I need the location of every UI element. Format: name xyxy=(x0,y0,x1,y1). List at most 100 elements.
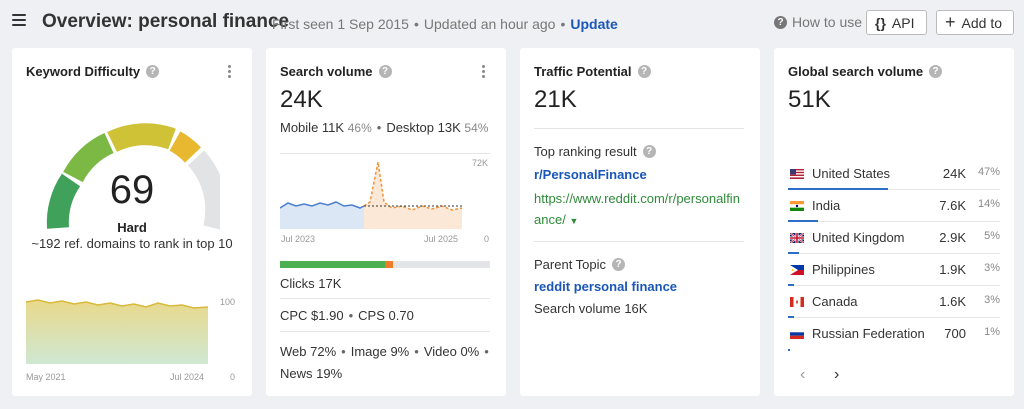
serp-features-row: Web 72% • Image 9% • Video 0% • News 19% xyxy=(280,344,489,381)
country-share-bar xyxy=(788,252,799,254)
help-icon[interactable]: ? xyxy=(146,65,160,78)
country-pct: 14% xyxy=(977,198,1000,210)
country-row[interactable]: United States 24K 47% xyxy=(788,158,1000,190)
add-to-button-label: Add to xyxy=(961,14,1002,31)
desktop-pct: 54% xyxy=(464,121,489,135)
plus-icon: + xyxy=(945,12,956,32)
gv-title-label: Global search volume xyxy=(788,64,924,79)
country-share-bar xyxy=(788,316,795,318)
sv-chart-x-start: Jul 2023 xyxy=(281,234,316,244)
country-pct: 47% xyxy=(977,166,1000,178)
top-ranking-label-text: Top ranking result xyxy=(534,144,637,159)
next-page-icon[interactable]: › xyxy=(834,366,840,383)
difficulty-gauge xyxy=(46,123,220,230)
country-share-bar xyxy=(788,220,818,222)
top-ranking-url[interactable]: https://www.reddit.com/r/personalfin anc… xyxy=(534,188,749,232)
country-row[interactable]: United Kingdom 2.9K 5% xyxy=(788,222,1000,254)
device-split: Mobile 11K 46% • Desktop 13K 54% xyxy=(280,120,489,135)
ru-flag-icon xyxy=(790,329,804,339)
tp-title: Traffic Potential ? xyxy=(534,64,651,79)
global-volume-value: 51K xyxy=(788,86,831,113)
tp-title-label: Traffic Potential xyxy=(534,64,632,79)
country-volume: 1.6K xyxy=(939,294,966,309)
country-share-bar xyxy=(788,188,888,190)
api-button-label: API xyxy=(891,14,915,31)
mobile-pct: 46% xyxy=(347,121,372,135)
sv-title: Search volume ? xyxy=(280,64,392,79)
help-icon[interactable]: ? xyxy=(612,258,626,271)
help-icon[interactable]: ? xyxy=(929,65,943,78)
traffic-potential-card: Traffic Potential ? 21K Top ranking resu… xyxy=(520,48,760,396)
parent-topic-label-text: Parent Topic xyxy=(534,257,607,272)
country-name: Russian Federation xyxy=(812,326,925,341)
desktop-label: Desktop xyxy=(386,120,435,135)
country-volume: 24K xyxy=(942,166,966,181)
sv-chart-y-max: 72K xyxy=(472,158,489,168)
menu-icon[interactable] xyxy=(12,14,26,28)
country-volume: 7.6K xyxy=(939,198,966,213)
kd-title: Keyword Difficulty ? xyxy=(26,64,160,79)
gv-title: Global search volume ? xyxy=(788,64,943,79)
parent-topic-link[interactable]: reddit personal finance xyxy=(534,279,678,294)
desktop-value: 13K xyxy=(437,120,461,135)
country-volume: 2.9K xyxy=(939,230,966,245)
country-pct: 1% xyxy=(984,326,1000,338)
kd-history-chart xyxy=(26,299,209,364)
more-options-icon[interactable] xyxy=(228,65,232,80)
country-name: United Kingdom xyxy=(812,230,905,245)
divider xyxy=(280,331,490,332)
help-icon[interactable]: ? xyxy=(642,145,656,158)
gb-flag-icon xyxy=(790,233,804,243)
help-icon[interactable]: ? xyxy=(637,65,651,78)
first-seen: First seen 1 Sep 2015 xyxy=(272,16,409,32)
api-button[interactable]: {} API xyxy=(866,10,927,35)
help-icon[interactable]: ? xyxy=(378,65,392,78)
kd-description: ~192 ref. domains to rank in top 10 xyxy=(31,236,233,251)
country-share-bar xyxy=(788,284,795,286)
update-link[interactable]: Update xyxy=(570,16,618,32)
kd-chart-y-min: 0 xyxy=(230,372,236,382)
country-name: Canada xyxy=(812,294,858,309)
clicks-text: Clicks 17K xyxy=(280,276,342,291)
keyword-difficulty-card: Keyword Difficulty ? 69 Hard ~192 ref. d… xyxy=(12,48,252,396)
kd-chart-x-end: Jul 2024 xyxy=(170,372,205,382)
kd-chart-x-start: May 2021 xyxy=(26,372,66,382)
search-volume-card: Search volume ? 24K Mobile 11K 46% • Deskt… xyxy=(266,48,506,396)
country-share-bar xyxy=(788,349,791,351)
add-to-button[interactable]: + Add to xyxy=(936,10,1014,35)
kd-chart-y-max: 100 xyxy=(220,297,236,307)
how-to-use-link[interactable]: ? How to use xyxy=(774,14,862,30)
page-title: Overview: personal finance xyxy=(42,11,290,32)
kd-score: 69 xyxy=(109,168,155,212)
code-braces-icon: {} xyxy=(875,14,886,31)
caret-down-icon[interactable]: ▼ xyxy=(569,216,579,226)
country-volume: 1.9K xyxy=(939,262,966,277)
country-row[interactable]: Russian Federation 700 1% xyxy=(788,318,1000,351)
ph-flag-icon xyxy=(790,265,804,275)
updated-time: Updated an hour ago xyxy=(423,16,556,32)
sv-chart-y-min: 0 xyxy=(484,234,490,244)
top-bar: Overview: personal finance First seen 1 … xyxy=(0,0,1024,48)
parent-topic-label: Parent Topic ? xyxy=(534,257,626,272)
paid-clicks-segment xyxy=(385,261,394,268)
country-row[interactable]: India 7.6K 14% xyxy=(788,190,1000,222)
how-to-use-label: How to use xyxy=(792,14,863,30)
country-row[interactable]: Canada 1.6K 3% xyxy=(788,286,1000,318)
image-share: Image 9% xyxy=(350,344,410,359)
ca-flag-icon xyxy=(790,297,804,307)
clicks-share-bar xyxy=(280,261,490,268)
us-flag-icon xyxy=(790,169,804,179)
country-row[interactable]: Philippines 1.9K 3% xyxy=(788,254,1000,286)
traffic-potential-value: 21K xyxy=(534,86,577,113)
more-options-icon[interactable] xyxy=(482,65,486,80)
top-ranking-title-link[interactable]: r/PersonalFinance xyxy=(534,167,647,182)
kd-title-label: Keyword Difficulty xyxy=(26,64,141,79)
divider xyxy=(534,128,744,129)
prev-page-icon[interactable]: ‹ xyxy=(800,366,806,383)
global-volume-card: Global search volume ? 51K United States… xyxy=(774,48,1014,396)
search-volume-value: 24K xyxy=(280,86,323,113)
mobile-value: 11K xyxy=(321,120,345,135)
country-name: India xyxy=(812,198,841,213)
top-ranking-label: Top ranking result ? xyxy=(534,144,656,159)
in-flag-icon xyxy=(790,201,804,211)
